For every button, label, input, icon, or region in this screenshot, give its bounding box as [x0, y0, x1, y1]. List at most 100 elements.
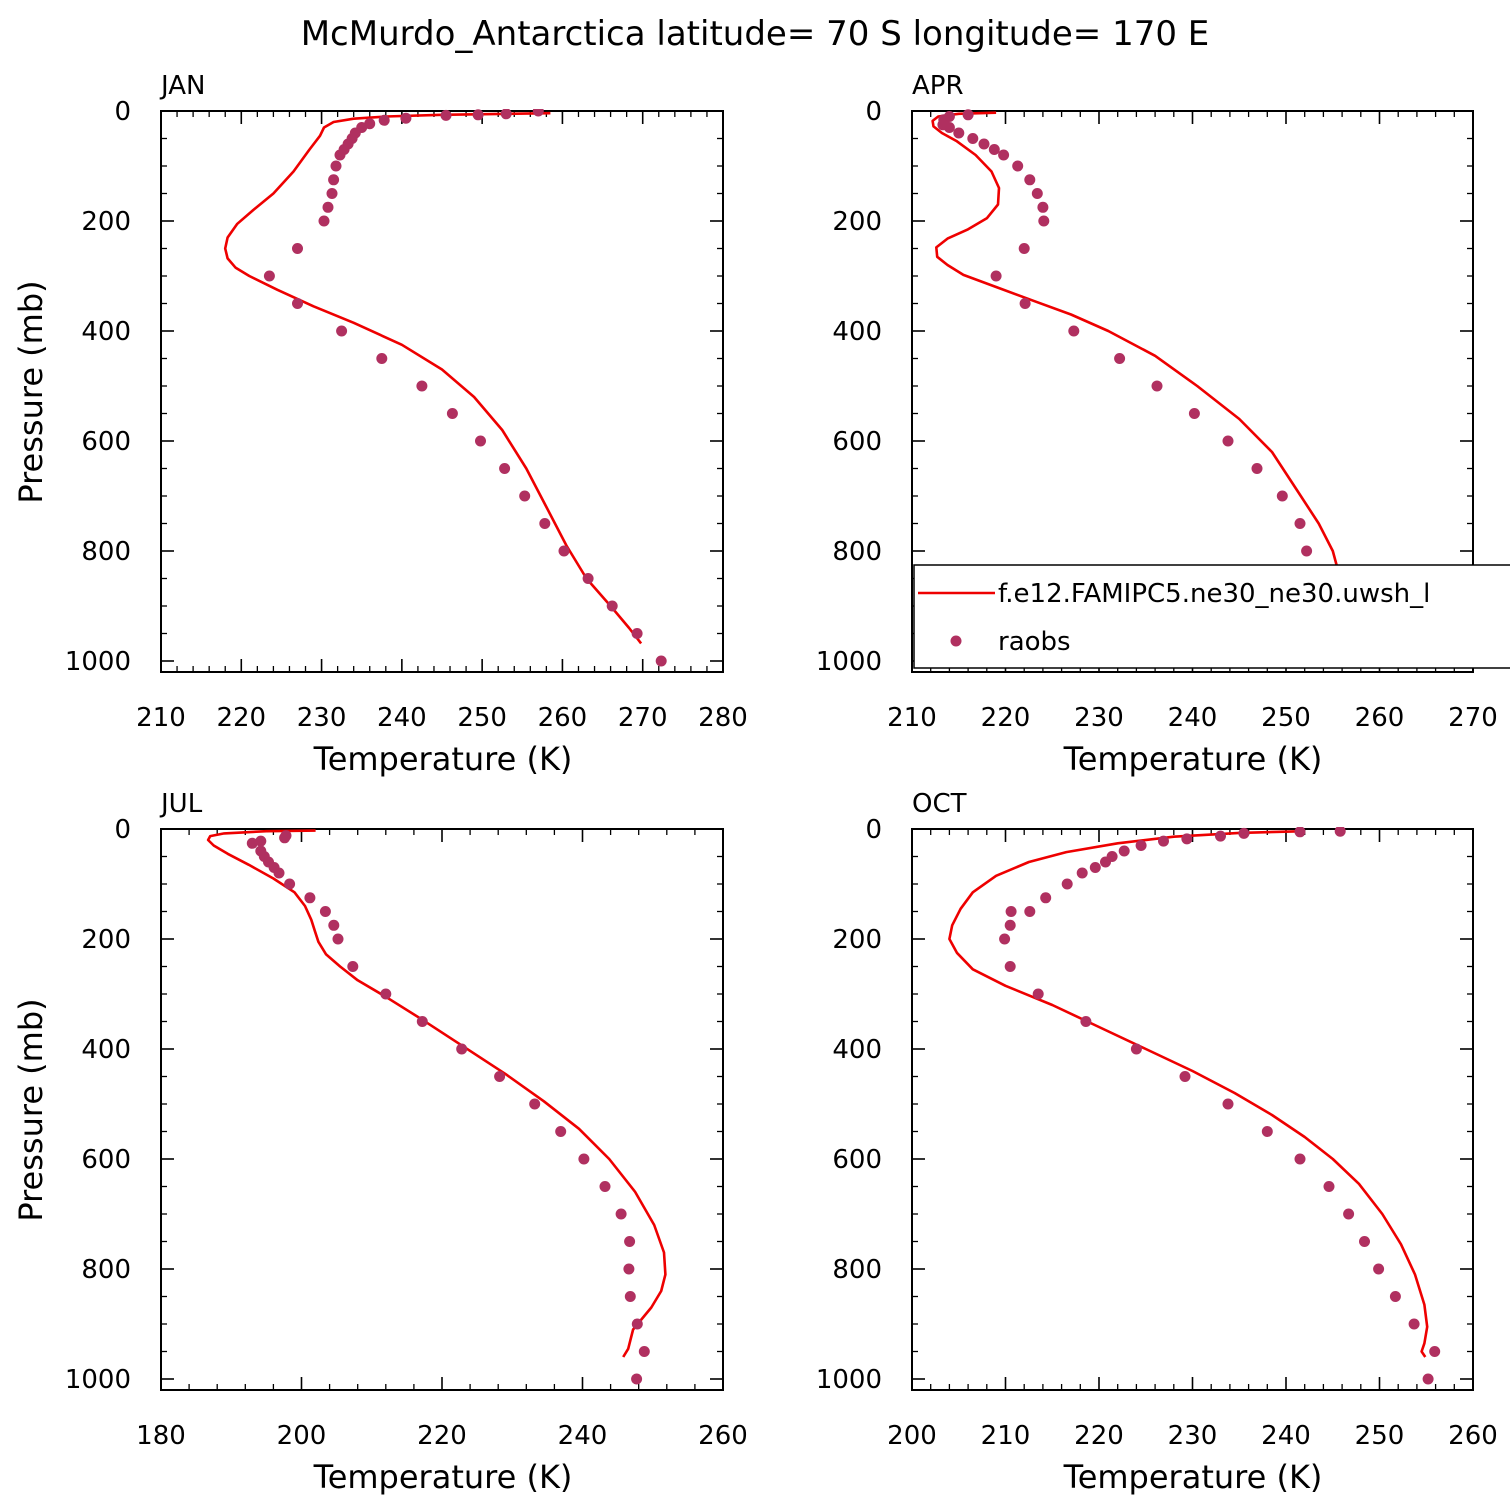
- raobs-point-jan: [378, 114, 390, 126]
- raobs-point-jan: [539, 518, 551, 529]
- raobs-point-oct: [1373, 1263, 1385, 1275]
- raobs-point-jul: [328, 919, 340, 931]
- y-tick-label-jul: 800: [81, 1255, 131, 1285]
- raobs-point-oct: [1294, 1153, 1306, 1165]
- raobs-point-oct: [1222, 1098, 1234, 1110]
- x-tick-label-apr: 230: [1074, 703, 1124, 733]
- y-tick-label-oct: 0: [865, 815, 882, 845]
- raobs-point-apr: [988, 144, 1000, 155]
- raobs-point-oct: [1294, 827, 1306, 838]
- raobs-point-oct: [1389, 1291, 1401, 1302]
- legend: f.e12.FAMIPC5.ne30_ne30.uwsh_l raobs: [913, 564, 1510, 669]
- raobs-point-jul: [456, 1043, 468, 1055]
- y-tick-label-jul: 600: [81, 1145, 131, 1175]
- y-tick-label-oct: 200: [832, 925, 882, 955]
- y-tick-label-oct: 600: [832, 1145, 882, 1175]
- y-tick-label-apr: 400: [832, 317, 882, 347]
- y-axis-title-jul: Pressure (mb): [12, 998, 50, 1221]
- y-tick-label-apr: 0: [865, 97, 882, 127]
- raobs-point-jan: [263, 270, 275, 282]
- model-profile-line-jul: [206, 829, 667, 1358]
- legend-marker-swatch: [950, 635, 962, 647]
- x-tick-label-oct: 250: [1355, 1421, 1405, 1451]
- raobs-point-jul: [380, 988, 392, 1000]
- raobs-point-jul: [638, 1346, 650, 1357]
- y-tick-label-apr: 800: [832, 537, 882, 567]
- raobs-point-jul: [284, 878, 296, 890]
- raobs-point-oct: [1343, 1208, 1355, 1220]
- panel-title-oct: OCT: [912, 789, 967, 819]
- plot-frame-jan: [160, 110, 724, 673]
- raobs-point-jan: [475, 435, 486, 447]
- raobs-point-oct: [1179, 1071, 1191, 1082]
- raobs-point-jul: [494, 1071, 506, 1082]
- y-tick-label-oct: 800: [832, 1255, 882, 1285]
- raobs-point-jan: [472, 109, 484, 121]
- raobs-point-oct: [1422, 1373, 1434, 1385]
- x-tick-label-oct: 240: [1261, 1421, 1311, 1451]
- raobs-point-apr: [990, 270, 1002, 282]
- raobs-point-jan: [558, 545, 570, 557]
- raobs-point-jul: [347, 961, 359, 972]
- y-tick-label-jan: 1000: [65, 647, 131, 677]
- raobs-point-oct: [1215, 830, 1226, 842]
- x-tick-label-oct: 200: [887, 1421, 937, 1451]
- y-tick-label-jan: 600: [81, 427, 131, 457]
- raobs-point-apr: [1037, 201, 1049, 213]
- model-profile-line-oct: [948, 829, 1429, 1358]
- raobs-point-jul: [332, 933, 344, 945]
- raobs-point-oct: [1004, 961, 1016, 972]
- panel-title-apr: APR: [912, 71, 964, 101]
- raobs-point-jan: [336, 325, 348, 337]
- raobs-point-oct: [1334, 827, 1346, 837]
- raobs-point-oct: [1359, 1236, 1370, 1247]
- x-tick-label-apr: 220: [981, 703, 1031, 733]
- x-tick-label-jan: 250: [457, 703, 507, 733]
- x-tick-label-jan: 260: [538, 703, 588, 733]
- raobs-point-oct: [999, 933, 1011, 945]
- x-axis-title-apr: Temperature (K): [1063, 740, 1323, 778]
- raobs-point-oct: [1158, 835, 1169, 847]
- raobs-point-apr: [1038, 215, 1050, 227]
- y-tick-label-jul: 200: [81, 925, 131, 955]
- raobs-point-jan: [606, 600, 618, 612]
- raobs-point-jul: [624, 1236, 636, 1247]
- x-tick-label-jul: 180: [136, 1421, 186, 1451]
- raobs-point-apr: [1151, 380, 1163, 392]
- x-tick-label-jul: 220: [417, 1421, 467, 1451]
- raobs-point-oct: [1024, 906, 1036, 917]
- plot-frame-oct: [911, 828, 1474, 1391]
- raobs-point-jul: [631, 1373, 643, 1385]
- raobs-point-jul: [304, 892, 316, 904]
- legend-model-label: f.e12.FAMIPC5.ne30_ne30.uwsh_l: [998, 579, 1430, 609]
- raobs-point-jan: [326, 188, 338, 199]
- raobs-point-jan: [631, 628, 643, 639]
- raobs-point-apr: [1068, 325, 1080, 337]
- panel-apr: APR Temperature (K) 210 220 230 240 250 260 27…: [816, 71, 1498, 778]
- raobs-point-apr: [998, 149, 1010, 161]
- y-axis-title-jan: Pressure (mb): [12, 280, 50, 503]
- y-tick-label-apr: 1000: [816, 647, 882, 677]
- y-tick-label-jul: 400: [81, 1035, 131, 1065]
- raobs-point-oct: [1032, 988, 1044, 1000]
- raobs-point-apr: [1019, 298, 1031, 309]
- raobs-point-oct: [1076, 867, 1088, 879]
- model-profile-line-apr: [931, 111, 1392, 638]
- raobs-point-apr: [1024, 174, 1036, 186]
- panel-jan: JAN Temperature (K) Pressure (mb) 210 220…: [12, 71, 748, 778]
- raobs-point-jan: [292, 298, 303, 309]
- raobs-point-oct: [1261, 1126, 1273, 1137]
- raobs-point-jan: [500, 109, 512, 120]
- raobs-point-jan: [376, 353, 388, 364]
- raobs-point-oct: [1181, 833, 1193, 845]
- raobs-point-jan: [416, 380, 428, 392]
- raobs-point-jan: [328, 174, 340, 186]
- raobs-point-oct: [1135, 840, 1147, 851]
- raobs-point-oct: [1323, 1181, 1335, 1192]
- raobs-point-jul: [246, 837, 258, 849]
- raobs-point-apr: [1301, 545, 1313, 557]
- x-axis-title-oct: Temperature (K): [1063, 1458, 1323, 1496]
- raobs-point-jan: [655, 655, 667, 667]
- x-tick-label-oct: 220: [1074, 1421, 1124, 1451]
